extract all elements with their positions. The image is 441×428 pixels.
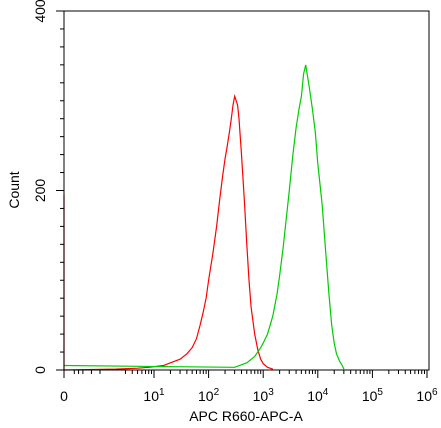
x-tick-label: 0 (60, 388, 68, 404)
series-1-line (63, 93, 273, 371)
x-tick-label: 104 (307, 387, 329, 404)
y-tick-label: 0 (32, 366, 48, 374)
histogram-curves (63, 64, 345, 371)
x-tick-label: 101 (143, 387, 165, 404)
series-2-line (63, 64, 345, 370)
x-tick-label: 106 (416, 387, 438, 404)
x-tick-label: 102 (198, 387, 220, 404)
x-tick-labels: 0 101 102 103 104 105 106 (60, 387, 438, 404)
y-tick-labels: 0 200 400 (32, 0, 48, 374)
y-tick-label: 200 (32, 179, 48, 203)
x-tick-label: 105 (362, 387, 384, 404)
y-axis-title: Count (6, 171, 22, 208)
x-minor-ticks (73, 370, 426, 374)
y-tick-label: 400 (32, 0, 48, 23)
x-axis-title: APC R660-APC-A (189, 408, 303, 424)
y-ticks (56, 10, 64, 371)
x-major-ticks (63, 370, 428, 378)
x-tick-label: 103 (253, 387, 275, 404)
plot-frame (63, 10, 430, 371)
